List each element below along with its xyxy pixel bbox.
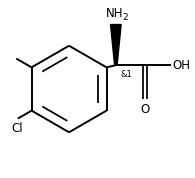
Text: NH: NH	[106, 7, 124, 20]
Polygon shape	[111, 25, 121, 65]
Text: OH: OH	[172, 59, 190, 72]
Text: Cl: Cl	[11, 122, 23, 135]
Text: 2: 2	[123, 13, 128, 22]
Text: O: O	[140, 103, 150, 116]
Text: &1: &1	[120, 70, 132, 78]
